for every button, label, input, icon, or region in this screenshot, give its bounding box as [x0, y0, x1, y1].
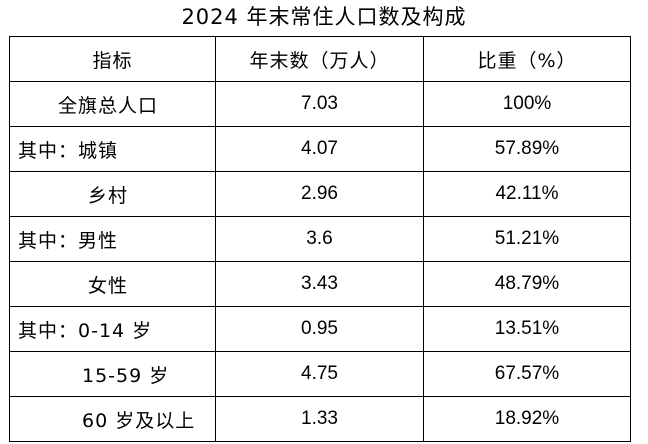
row-label: 女性 [9, 261, 216, 307]
row-label: 15-59 岁 [9, 351, 216, 397]
table-row: 15-59 岁 4.75 67.57% [9, 351, 631, 397]
row-label: 全旗总人口 [9, 81, 216, 127]
row-label: 乡村 [9, 171, 216, 217]
row-value: 0.95 [215, 306, 424, 352]
row-share: 48.79% [423, 261, 631, 307]
row-value: 4.07 [215, 126, 424, 172]
row-share: 13.51% [423, 306, 631, 352]
row-share: 51.21% [423, 216, 631, 262]
header-indicator: 指标 [9, 36, 216, 82]
row-share: 18.92% [423, 396, 631, 442]
table-row: 其中：男性 3.6 51.21% [9, 216, 631, 262]
row-label: 60 岁及以上 [9, 396, 216, 442]
row-share: 42.11% [423, 171, 631, 217]
row-value: 2.96 [215, 171, 424, 217]
row-label: 其中：城镇 [9, 126, 216, 172]
row-share: 100% [423, 81, 631, 127]
row-label: 其中：0-14 岁 [9, 306, 216, 352]
row-label: 其中：男性 [9, 216, 216, 262]
table-row: 其中：0-14 岁 0.95 13.51% [9, 306, 631, 352]
table-row: 乡村 2.96 42.11% [9, 171, 631, 217]
table-row: 全旗总人口 7.03 100% [9, 81, 631, 127]
table-title: 2024 年末常住人口数及构成 [181, 5, 467, 29]
row-share: 67.57% [423, 351, 631, 397]
table-row: 女性 3.43 48.79% [9, 261, 631, 307]
row-value: 4.75 [215, 351, 424, 397]
row-share: 57.89% [423, 126, 631, 172]
row-value: 3.6 [215, 216, 424, 262]
table-row: 60 岁及以上 1.33 18.92% [9, 396, 631, 442]
table-row: 其中：城镇 4.07 57.89% [9, 126, 631, 172]
header-share: 比重（%） [423, 36, 631, 82]
population-table: 指标 年末数（万人） 比重（%） 全旗总人口 7.03 100% 其中：城镇 4… [9, 36, 631, 442]
row-value: 1.33 [215, 396, 424, 442]
row-value: 3.43 [215, 261, 424, 307]
row-value: 7.03 [215, 81, 424, 127]
header-row: 指标 年末数（万人） 比重（%） [9, 36, 631, 82]
header-year-end-count: 年末数（万人） [215, 36, 424, 82]
